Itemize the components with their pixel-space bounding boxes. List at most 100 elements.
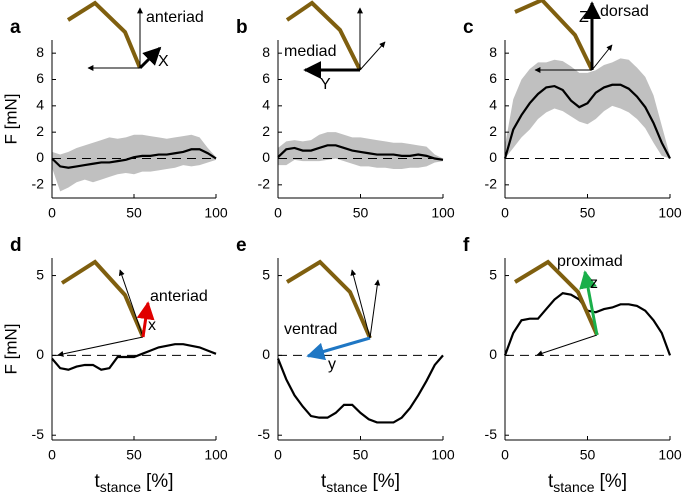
x-tick-label: 50	[353, 205, 369, 221]
panel-label: a	[10, 17, 21, 38]
mean-line	[277, 144, 444, 161]
leg-icon	[514, 0, 594, 71]
x-axis-label: tstance [%]	[548, 471, 627, 495]
x-tick-label: 0	[274, 447, 282, 463]
direction-arrow	[536, 334, 598, 357]
direction-arrow	[350, 269, 371, 339]
y-tick-label: 4	[36, 97, 44, 113]
y-tick-label: -5	[258, 426, 271, 442]
error-band	[505, 58, 670, 159]
direction-label: ventrad	[284, 321, 337, 338]
leg-icon	[285, 259, 372, 339]
panel-label: c	[463, 17, 474, 38]
x-tick-label: 100	[658, 447, 682, 463]
direction-arrow	[591, 44, 613, 71]
direction-arrow	[118, 269, 144, 338]
x-label-unit: [%]	[373, 471, 400, 492]
y-tick-label: 8	[36, 44, 44, 60]
x-tick-label: 100	[431, 447, 455, 463]
y-tick-label: 6	[36, 70, 44, 86]
x-tick-label: 0	[274, 205, 282, 221]
panel-label: f	[463, 235, 470, 256]
x-tick-label: 50	[580, 205, 596, 221]
x-label-main: t	[321, 471, 327, 492]
direction-label: Y	[320, 76, 331, 93]
mean-line	[503, 83, 671, 160]
y-tick-label: -5	[32, 426, 45, 442]
direction-label: anteriad	[146, 9, 204, 26]
x-axis-label: tstance [%]	[321, 471, 400, 495]
y-tick-label: 5	[36, 266, 44, 282]
y-tick-label: 2	[36, 123, 44, 139]
y-tick-label: 0	[489, 149, 497, 165]
direction-label: anteriad	[150, 288, 208, 305]
x-label-unit: [%]	[146, 471, 173, 492]
direction-label: dorsad	[600, 3, 649, 20]
x-tick-label: 50	[353, 447, 369, 463]
direction-arrow	[306, 336, 371, 361]
mean-line	[503, 291, 672, 356]
direction-arrow	[369, 279, 381, 339]
x-label-sub: stance	[326, 479, 367, 495]
y-tick-label: 6	[489, 70, 497, 86]
y-axis-label: F [mN]	[1, 324, 20, 375]
x-tick-label: 100	[431, 205, 455, 221]
x-tick-label: 0	[48, 447, 56, 463]
direction-arrow	[57, 336, 144, 357]
error-band	[52, 134, 216, 192]
x-tick-label: 0	[501, 447, 509, 463]
y-tick-label: 5	[262, 266, 270, 282]
y-tick-label: 4	[489, 97, 497, 113]
direction-label: X	[158, 53, 169, 70]
leg-icon	[513, 259, 599, 336]
x-tick-label: 50	[126, 447, 142, 463]
direction-arrow	[136, 301, 155, 338]
y-tick-label: 8	[262, 44, 270, 60]
y-tick-label: 0	[36, 346, 44, 362]
x-tick-label: 0	[48, 205, 56, 221]
mean-line	[51, 148, 217, 169]
y-tick-label: -2	[485, 176, 498, 192]
y-tick-label: 0	[489, 346, 497, 362]
x-tick-label: 50	[580, 447, 596, 463]
y-axis-label: F [mN]	[1, 94, 20, 145]
direction-label: x	[148, 317, 156, 334]
panel-label: d	[10, 235, 22, 256]
x-label-main: t	[548, 471, 554, 492]
y-tick-label: 0	[262, 149, 270, 165]
x-label-unit: [%]	[600, 471, 627, 492]
y-tick-label: 8	[489, 44, 497, 60]
x-tick-label: 100	[658, 205, 682, 221]
direction-arrow	[138, 46, 162, 70]
leg-icon	[285, 0, 362, 71]
direction-label: y	[328, 356, 336, 373]
direction-label: proximad	[557, 253, 623, 270]
x-tick-label: 100	[204, 447, 228, 463]
x-label-sub: stance	[553, 479, 594, 495]
x-label-main: t	[95, 471, 101, 492]
y-tick-label: 4	[262, 97, 270, 113]
direction-arrow	[359, 41, 386, 71]
y-tick-label: 0	[36, 149, 44, 165]
y-tick-label: 2	[262, 123, 270, 139]
x-tick-label: 50	[126, 205, 142, 221]
x-tick-label: 100	[204, 205, 228, 221]
y-tick-label: 5	[489, 266, 497, 282]
panel-label: e	[236, 235, 247, 256]
direction-label: mediad	[284, 43, 336, 60]
direction-label: z	[590, 275, 598, 292]
y-tick-label: -5	[485, 426, 498, 442]
y-tick-label: 0	[262, 346, 270, 362]
x-axis-label: tstance [%]	[95, 471, 174, 495]
mean-line	[51, 343, 217, 371]
panel-label: b	[236, 17, 248, 38]
error-band	[278, 132, 443, 170]
direction-arrow	[579, 270, 599, 336]
y-tick-label: 6	[262, 70, 270, 86]
mean-line	[276, 354, 444, 424]
leg-icon	[60, 259, 145, 338]
leg-icon	[66, 0, 142, 69]
y-tick-label: 2	[489, 123, 497, 139]
y-tick-label: -2	[258, 176, 271, 192]
